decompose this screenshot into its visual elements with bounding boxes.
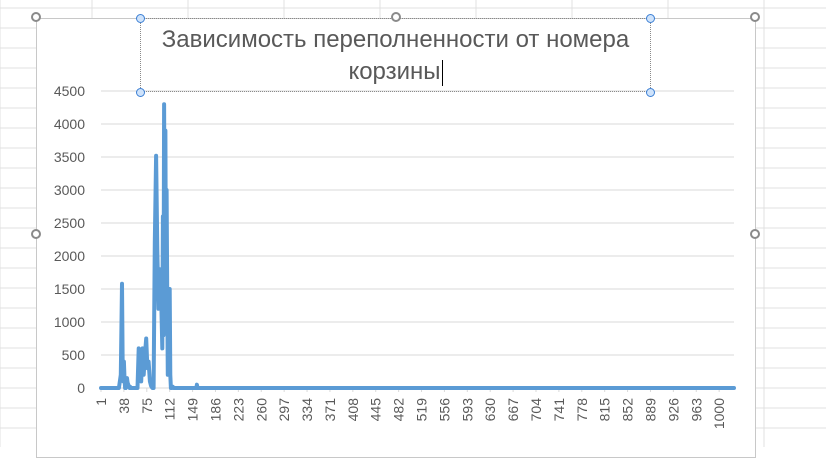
chart-resize-handle-tl[interactable] (31, 12, 41, 22)
x-tick-label: 408 (345, 398, 361, 422)
x-tick-label: 297 (276, 398, 292, 422)
y-tick-label: 1000 (54, 314, 85, 330)
x-tick-label: 1 (93, 398, 109, 406)
y-tick-label: 2500 (54, 215, 85, 231)
x-tick-label: 593 (459, 398, 475, 422)
x-tick-label: 371 (322, 398, 338, 422)
x-tick-label: 667 (505, 398, 521, 422)
x-tick-label: 741 (551, 398, 567, 422)
x-tick-label: 519 (414, 398, 430, 422)
chart-resize-handle-ml[interactable] (31, 229, 41, 239)
chart-resize-handle-tm[interactable] (391, 12, 401, 22)
x-tick-label: 815 (597, 398, 613, 422)
x-tick-label: 704 (528, 398, 544, 422)
x-tick-label: 186 (207, 398, 223, 422)
x-tick-label: 334 (299, 398, 315, 422)
x-tick-label: 482 (391, 398, 407, 422)
x-tick-label: 223 (230, 398, 246, 422)
y-tick-label: 3000 (54, 182, 85, 198)
x-tick-label: 963 (688, 398, 704, 422)
x-tick-label: 149 (185, 398, 201, 422)
y-tick-label: 4000 (54, 116, 85, 132)
text-cursor (442, 60, 443, 86)
y-tick-label: 500 (62, 347, 86, 363)
y-tick-label: 3500 (54, 149, 85, 165)
y-tick-label: 0 (77, 380, 85, 396)
y-tick-label: 1500 (54, 281, 85, 297)
y-tick-label: 2000 (54, 248, 85, 264)
x-tick-label: 1000 (711, 398, 727, 429)
chart-title[interactable]: Зависимость переполненности от номера ко… (140, 24, 651, 88)
x-tick-label: 889 (642, 398, 658, 422)
x-tick-label: 260 (253, 398, 269, 422)
x-tick-label: 778 (574, 398, 590, 422)
title-resize-handle-tl[interactable] (136, 14, 145, 23)
x-tick-label: 630 (482, 398, 498, 422)
x-tick-label: 852 (620, 398, 636, 422)
x-tick-label: 38 (116, 398, 132, 414)
x-tick-label: 445 (368, 398, 384, 422)
chart-resize-handle-mr[interactable] (750, 229, 760, 239)
x-tick-label: 112 (162, 398, 178, 421)
x-tick-label: 926 (665, 398, 681, 422)
title-resize-handle-bl[interactable] (136, 88, 145, 97)
x-tick-label: 75 (139, 398, 155, 414)
y-tick-label: 4500 (54, 83, 85, 99)
chart-title-text: Зависимость переполненности от номера ко… (162, 26, 629, 85)
chart-resize-handle-tr[interactable] (750, 12, 760, 22)
title-resize-handle-br[interactable] (646, 88, 655, 97)
x-tick-label: 556 (436, 398, 452, 422)
series-line (101, 104, 734, 388)
title-resize-handle-tr[interactable] (646, 14, 655, 23)
